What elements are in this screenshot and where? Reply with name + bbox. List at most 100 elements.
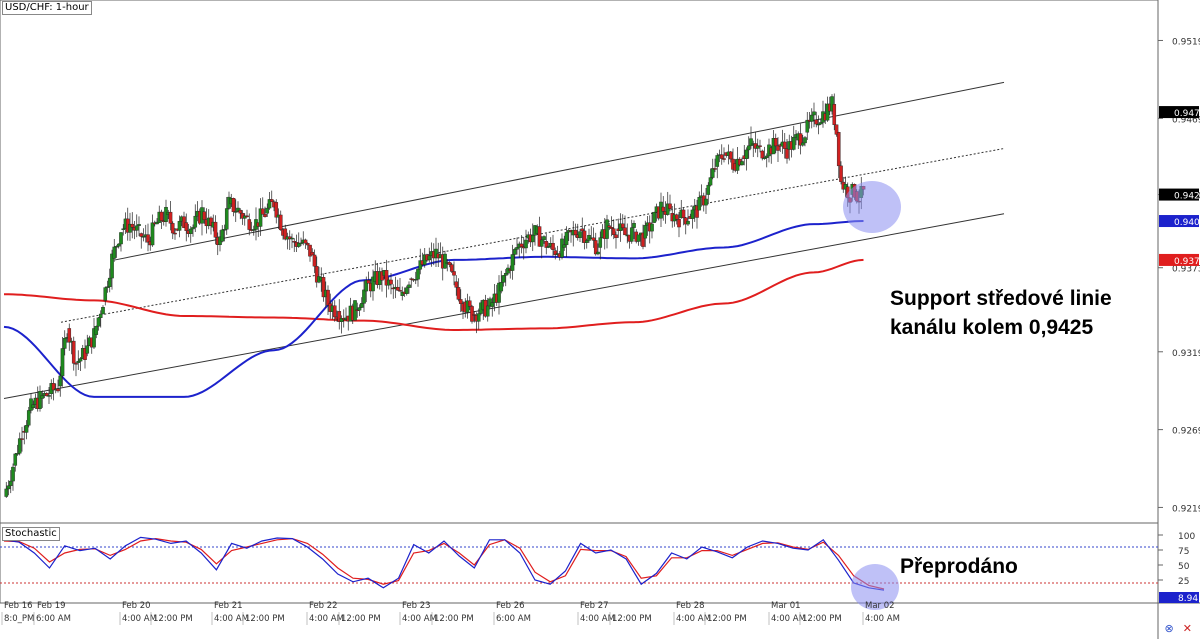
candle-body [366,280,371,284]
candle-body [418,260,423,270]
link-icon[interactable]: ⊗ [1164,623,1174,635]
candle-body [114,246,119,248]
candle-body [173,232,177,235]
candle-body [611,228,616,235]
candle-body [310,251,315,256]
candle-body [776,145,780,151]
candle-body [434,248,438,259]
candle-body [38,391,42,409]
candle-body [564,231,569,246]
candle-body [105,286,110,288]
candle-body [247,219,252,230]
candle-body [650,223,654,232]
candle-body [674,214,679,220]
candle-body [283,228,288,240]
candle-body [4,488,9,497]
candle-body [220,229,225,242]
candle-body [233,211,238,213]
indicator-label: Stochastic [2,527,60,541]
candle-body [758,145,762,147]
candle-body [501,275,506,283]
time-tick-label: 4:00 AM [402,614,437,624]
candle-body [782,141,787,149]
close-icon[interactable]: ✕ [1182,623,1192,635]
candle-body [614,234,618,239]
candle-body [26,410,31,426]
candle-body [47,395,51,397]
time-tick-label: Feb 26 [496,601,525,611]
candle-body [537,226,542,247]
candle-body [60,348,65,377]
candle-body [274,202,279,218]
candle-body [159,211,164,221]
candle-body [607,225,612,228]
candle-body [98,313,103,318]
candle-body [58,375,63,387]
time-tick-label: 12:00 PM [245,614,285,624]
candle-body [76,360,81,363]
time-tick-label: Feb 16 [4,601,33,611]
candle-body [515,247,519,250]
symbol-timeframe-label: USD/CHF: 1-hour [2,1,92,15]
time-tick-label: 4:00 AM [122,614,157,624]
time-tick-label: 8:0_PM [4,614,34,624]
candle-body [371,276,375,292]
candle-body [643,225,648,239]
candle-body [836,132,841,167]
candle-body [31,404,36,409]
candle-body [677,219,681,228]
candle-body [803,137,807,144]
candle-body [686,220,690,225]
candle-body [96,317,101,327]
candle-body [364,280,369,292]
candle-body [593,240,598,255]
candle-body [56,388,60,392]
candle-body [560,238,564,258]
stoch-tick-label: 25 [1178,577,1189,587]
time-tick-label: 4:00 AM [309,614,344,624]
candle-body [85,345,90,354]
candle-body [150,222,155,246]
candle-body [130,223,135,228]
stoch-k-line [3,536,885,591]
candle-body [112,246,117,259]
candle-body [762,157,767,159]
candle-body [661,206,666,212]
candle-body [722,158,726,160]
candle-body [512,249,517,255]
candle-body [715,155,720,167]
candle-body [553,250,558,255]
candle-body [267,199,272,209]
candle-body [191,227,195,230]
candle-body [357,307,362,311]
candles-group [4,93,866,498]
candle-body [467,300,472,307]
candle-body [629,227,634,242]
candle-body [695,205,699,218]
candle-body [683,217,688,225]
candle-body [11,466,15,482]
price-tick-label: 0.9269 [1172,427,1200,437]
candle-body [485,305,490,317]
price-tag-last [1159,106,1199,119]
candle-body [449,264,454,272]
candle-body [337,311,342,322]
time-tick-label: 6:00 AM [496,614,531,624]
candle-body [251,229,256,231]
time-tick-label: 12:00 PM [153,614,193,624]
candle-body [454,281,459,288]
time-tick-label: 4:00 AM [580,614,615,624]
time-tick-label: 4:00 AM [676,614,711,624]
candle-body [755,145,760,149]
candle-body [168,211,173,224]
candle-body [690,209,695,219]
candle-body [704,198,708,206]
candle-body [510,254,515,271]
candle-body [719,154,724,159]
candle-body [8,480,13,486]
candle-body [800,142,805,146]
candle-body [582,230,587,243]
candle-body [542,236,546,241]
candle-body [413,278,418,281]
